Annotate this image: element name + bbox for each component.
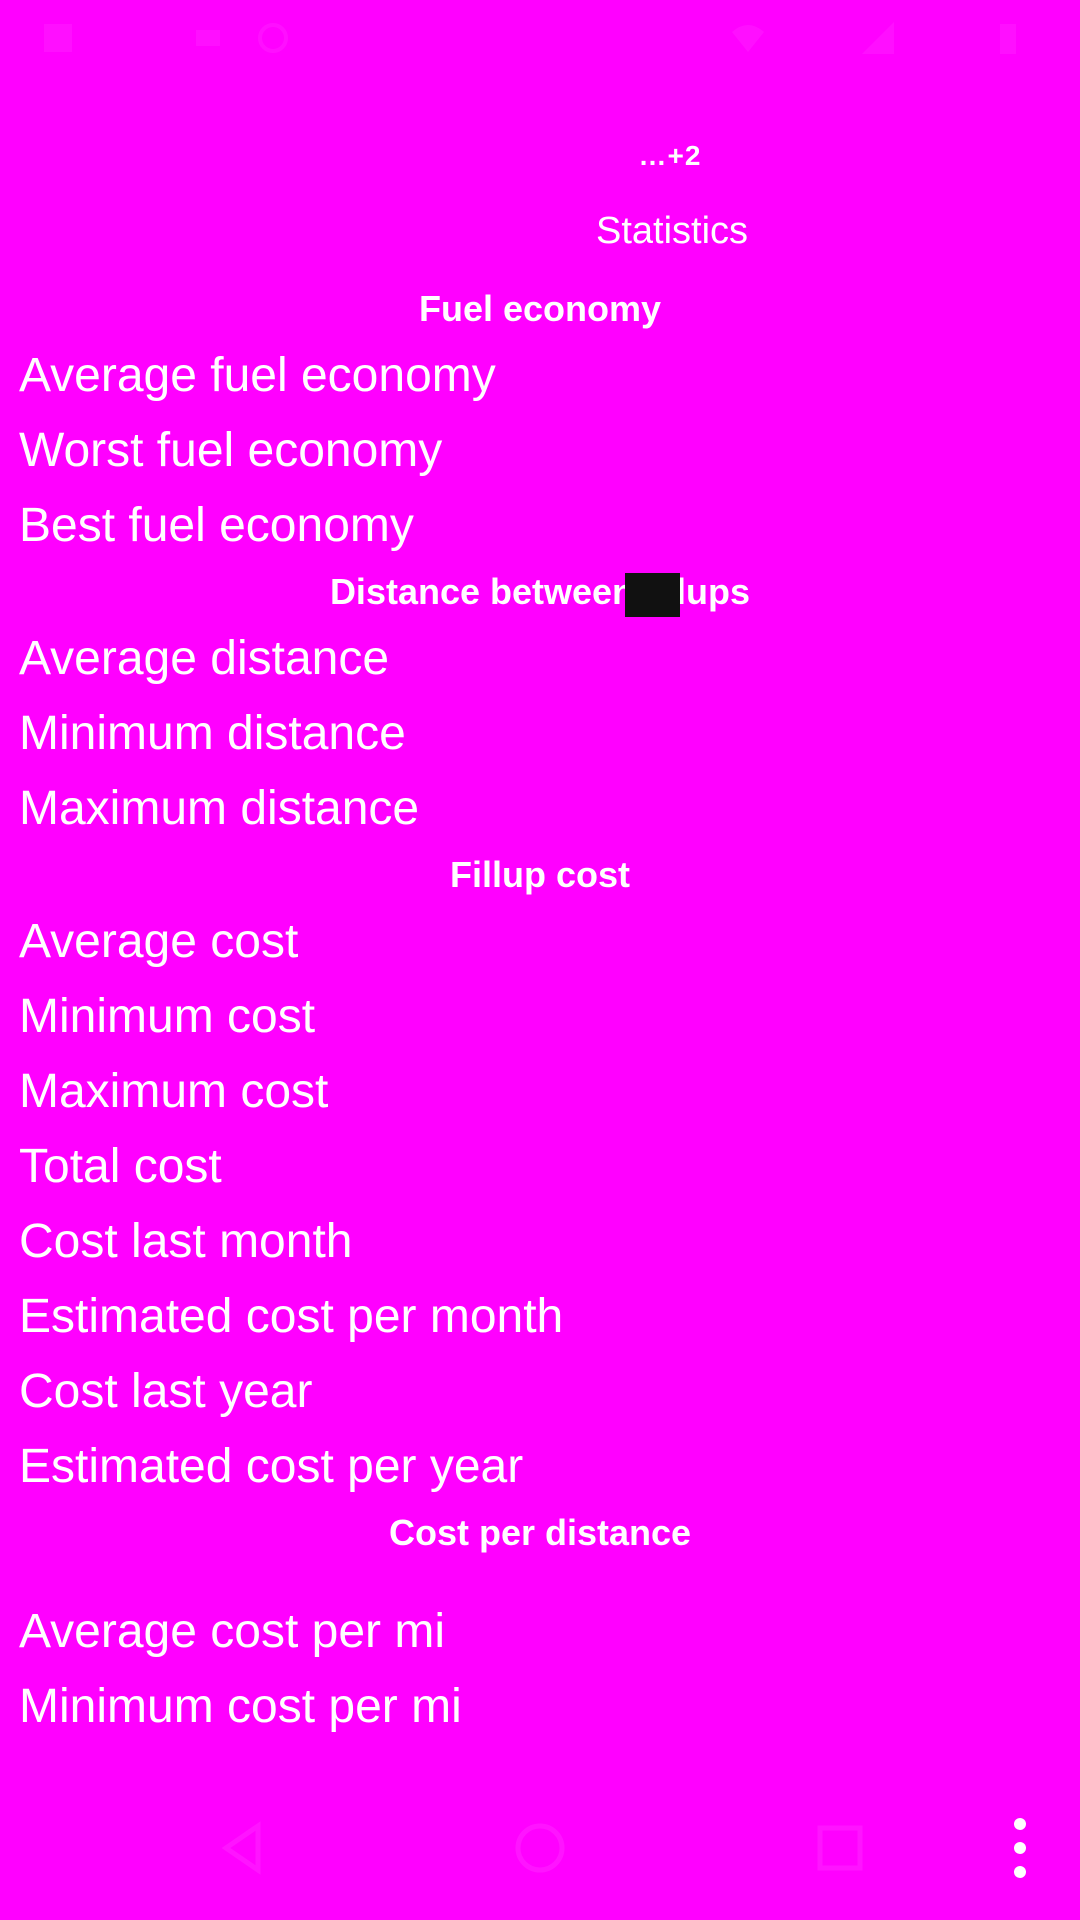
stat-row: Average cost — [19, 915, 299, 968]
stat-row: Worst fuel economy — [19, 424, 443, 477]
stat-row: Maximum distance — [19, 782, 420, 835]
notification-icon — [190, 20, 226, 56]
section-title-distance: Distance between fillups — [329, 571, 751, 612]
section-title-cost-per-distance: Cost per distance — [388, 1512, 692, 1553]
statistics-list[interactable]: Fuel economy Average fuel economy Worst … — [0, 280, 1080, 1738]
stat-row: Average distance — [19, 632, 390, 685]
page-title: Statistics — [595, 210, 749, 252]
vehicle-name: …+2 — [638, 140, 702, 171]
stat-row: Estimated cost per month — [19, 1290, 564, 1343]
notification-icon — [40, 20, 76, 56]
circle-icon — [255, 20, 291, 56]
stat-row: Maximum cost — [19, 1065, 329, 1118]
recents-icon — [817, 1825, 863, 1871]
battery-icon — [990, 20, 1026, 56]
wifi-icon — [730, 20, 766, 56]
status-bar — [0, 0, 1080, 72]
recents-button[interactable] — [796, 1804, 884, 1892]
overflow-menu-icon — [1014, 1842, 1026, 1854]
stat-row: Cost last year — [19, 1365, 313, 1418]
back-icon — [221, 1821, 261, 1875]
render-artifact — [625, 573, 680, 617]
signal-icon — [860, 20, 896, 56]
stat-row: Average cost per mi — [19, 1605, 445, 1658]
navigation-bar — [0, 1776, 1080, 1920]
stat-row: Total cost — [19, 1140, 222, 1193]
overflow-menu-icon — [1014, 1866, 1026, 1878]
overflow-menu-icon — [1014, 1818, 1026, 1830]
section-title-fuel-economy: Fuel economy — [418, 288, 662, 329]
overflow-menu-button[interactable] — [990, 1802, 1050, 1894]
stat-row: Minimum cost per mi — [19, 1680, 462, 1733]
stat-row: Minimum cost — [19, 990, 316, 1043]
section-title-fillup-cost: Fillup cost — [450, 854, 630, 895]
stat-row: Minimum distance — [19, 707, 406, 760]
stat-row: Estimated cost per year — [19, 1440, 524, 1493]
stat-row: Best fuel economy — [19, 499, 414, 552]
stat-row: Average fuel economy — [19, 349, 496, 402]
home-button[interactable] — [496, 1804, 584, 1892]
stat-row: Cost last month — [19, 1215, 353, 1268]
section-header-distance: Distance between fillups — [0, 563, 1080, 621]
home-icon — [515, 1823, 565, 1873]
header: …+2 Statistics — [0, 110, 1080, 290]
back-button[interactable] — [200, 1804, 288, 1892]
